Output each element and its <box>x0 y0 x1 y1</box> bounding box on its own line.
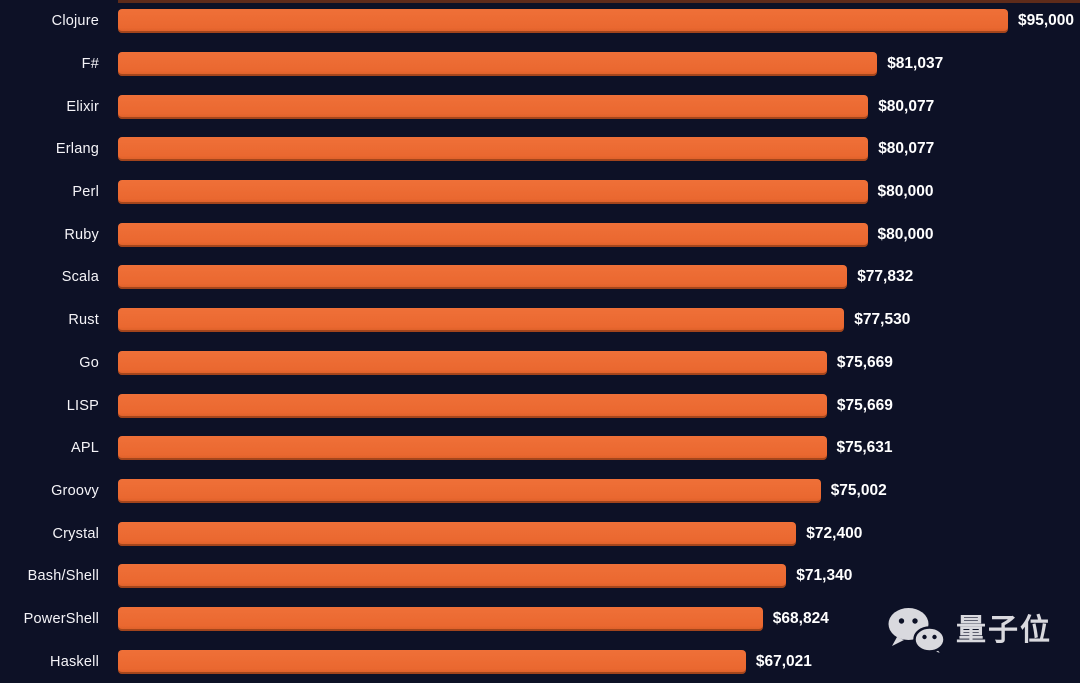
category-label: Go <box>79 354 99 371</box>
value-label: $75,002 <box>830 481 887 499</box>
bar <box>118 94 869 119</box>
category-label: Elixir <box>66 98 99 115</box>
bar <box>118 649 746 674</box>
value-label: $80,000 <box>877 225 934 243</box>
bar <box>118 265 848 290</box>
category-label: F# <box>81 56 99 73</box>
category-label: LISP <box>66 397 99 414</box>
bar-row: PowerShell $68,824 <box>0 598 1080 641</box>
bar <box>118 521 797 546</box>
bar-row: Ruby $80,000 <box>0 213 1080 256</box>
value-label: $75,669 <box>836 396 893 414</box>
value-label: $67,021 <box>755 652 812 670</box>
value-label: $72,400 <box>806 524 863 542</box>
value-label: $77,530 <box>854 311 911 329</box>
category-label: Perl <box>72 184 99 201</box>
value-label: $80,077 <box>878 140 935 158</box>
bar-row: Erlang $80,077 <box>0 128 1080 171</box>
value-label: $75,631 <box>836 439 893 457</box>
bar-row: F# $81,037 <box>0 43 1080 86</box>
watermark: 量子位 <box>887 607 1052 655</box>
category-label: Groovy <box>51 482 99 499</box>
bar-row: Bash/Shell $71,340 <box>0 555 1080 598</box>
bar <box>118 137 869 162</box>
bar-row: Crystal $72,400 <box>0 512 1080 555</box>
category-label: Haskell <box>50 653 99 670</box>
bar <box>118 9 1008 34</box>
category-label: PowerShell <box>23 610 99 627</box>
category-label: Rust <box>68 312 99 329</box>
value-label: $77,832 <box>857 268 914 286</box>
category-label: Ruby <box>64 226 99 243</box>
bar-row: Haskell $67,021 <box>0 640 1080 683</box>
bar <box>118 393 827 418</box>
bar <box>118 222 868 247</box>
value-label: $71,340 <box>796 567 853 585</box>
bar-row: Perl $80,000 <box>0 171 1080 214</box>
bar-row: LISP $75,669 <box>0 384 1080 427</box>
value-label: $80,000 <box>877 183 934 201</box>
bar <box>118 308 845 333</box>
bar-row: Scala $77,832 <box>0 256 1080 299</box>
value-label: $81,037 <box>887 55 944 73</box>
bar <box>118 564 787 589</box>
value-label: $75,669 <box>836 353 893 371</box>
bar <box>118 52 878 77</box>
wechat-icon <box>888 608 946 655</box>
bar <box>118 478 821 503</box>
bar <box>118 180 868 205</box>
bar-row: Clojure $95,000 <box>0 0 1080 43</box>
bar <box>118 606 763 631</box>
bar-row: Groovy $75,002 <box>0 470 1080 513</box>
category-label: Crystal <box>52 525 99 542</box>
bar-row: Go $75,669 <box>0 342 1080 385</box>
bar <box>118 436 827 461</box>
category-label: Erlang <box>55 141 99 158</box>
bar-row: Rust $77,530 <box>0 299 1080 342</box>
watermark-text: 量子位 <box>956 614 1052 647</box>
bar <box>118 350 827 375</box>
bar-row: APL $75,631 <box>0 427 1080 470</box>
value-label: $95,000 <box>1018 12 1075 30</box>
cropped-bar-top-edge <box>118 0 1080 3</box>
category-label: Clojure <box>51 13 99 30</box>
value-label: $68,824 <box>772 609 829 627</box>
category-label: Bash/Shell <box>27 568 99 585</box>
category-label: Scala <box>61 269 99 286</box>
value-label: $80,077 <box>878 97 935 115</box>
bar-row: Elixir $80,077 <box>0 85 1080 128</box>
category-label: APL <box>70 440 99 457</box>
